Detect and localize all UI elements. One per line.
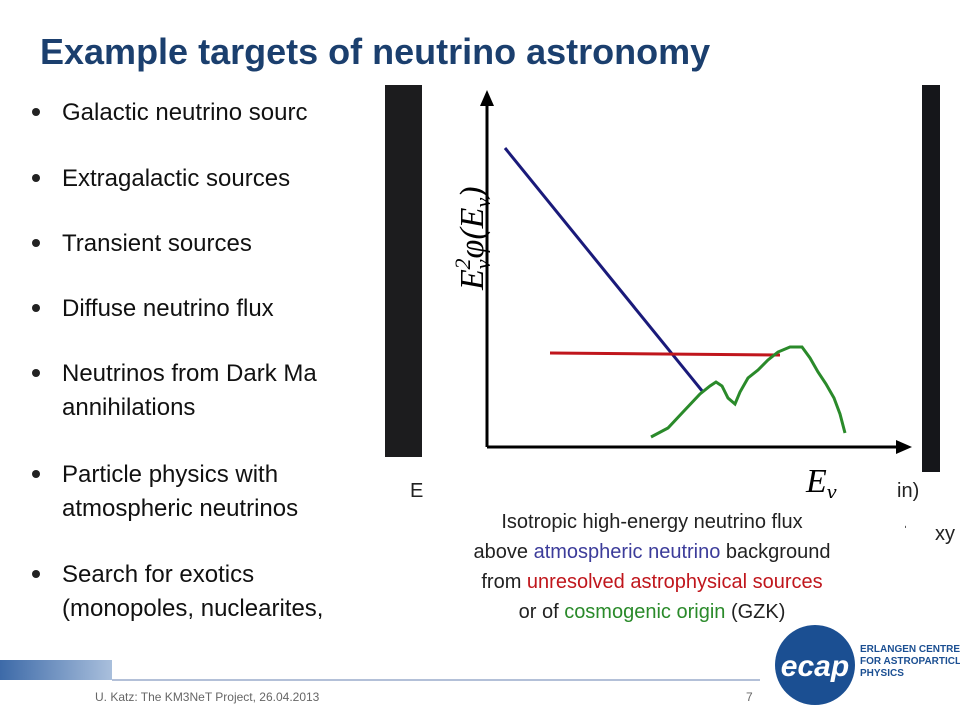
caption-segment: (GZK) — [725, 601, 785, 623]
bullet-text: Galactic neutrino sourc — [62, 99, 307, 126]
bullet-dot — [32, 239, 40, 247]
bullet-dot — [32, 174, 40, 182]
cosmogenic-curve — [650, 345, 847, 439]
hidden-fragment: xy — [935, 523, 955, 545]
math-part: ν — [827, 479, 837, 504]
math-part: E — [454, 269, 491, 291]
caption-segment: Isotropic high-energy neutrino flux — [501, 511, 802, 533]
bullet-text: annihilations — [62, 394, 195, 421]
math-part: E — [805, 463, 827, 500]
math-part: ν — [470, 198, 495, 208]
footer-text: U. Katz: The KM3NeT Project, 26.04.2013 — [95, 690, 320, 704]
plot-panel — [422, 85, 922, 480]
caption-line: Isotropic high-energy neutrino flux — [501, 511, 802, 533]
caption: Isotropic high-energy neutrino flux above… — [474, 511, 831, 623]
x-axis-label: Eν — [805, 463, 837, 504]
caption-line: or of cosmogenic origin (GZK) — [519, 601, 786, 623]
bullet-dot — [32, 470, 40, 478]
page-number: 7 — [746, 690, 753, 704]
caption-segment: background — [720, 541, 830, 563]
caption-segment: atmospheric neutrino — [534, 541, 721, 563]
hidden-fragment: in) — [897, 480, 919, 502]
bullet-text: Transient sources — [62, 230, 252, 257]
caption-line: above atmospheric neutrino background — [474, 541, 831, 563]
logo-line: PHYSICS — [860, 668, 904, 679]
arrow-head — [896, 440, 912, 454]
bullet-text: (monopoles, nuclearites, — [62, 595, 323, 622]
math-part: 2 — [450, 258, 475, 269]
bullet-text: Particle physics with — [62, 461, 278, 488]
bullet-list: Galactic neutrino sourc Extragalactic sou… — [32, 99, 323, 622]
bullet-dot — [32, 108, 40, 116]
caption-segment: or of — [519, 601, 565, 623]
bullet-text: Neutrinos from Dark Ma — [62, 360, 317, 387]
logo-line: FOR ASTROPARTICLE — [860, 656, 960, 667]
math-part: φ(E — [454, 207, 491, 258]
logo-line: ERLANGEN CENTRE — [860, 644, 960, 655]
bullet-text: Diffuse neutrino flux — [62, 295, 274, 322]
astrophysical-curve — [549, 351, 781, 357]
logo-circle — [775, 625, 855, 705]
bullet-dot — [32, 304, 40, 312]
axes — [485, 102, 900, 449]
caption-line: from unresolved astrophysical sources — [481, 571, 822, 593]
hidden-fragment: E — [410, 480, 423, 502]
footer-bar — [0, 660, 112, 680]
math-part: ν — [470, 259, 495, 269]
caption-box — [400, 498, 905, 634]
title: Example targets of neutrino astronomy — [40, 31, 710, 72]
bullet-dot — [32, 369, 40, 377]
caption-segment: cosmogenic origin — [564, 601, 725, 623]
caption-segment: from — [481, 571, 527, 593]
bullet-text: Search for exotics — [62, 561, 254, 588]
atmospheric-curve — [503, 147, 705, 393]
bullet-text: atmospheric neutrinos — [62, 495, 298, 522]
math-part: ) — [454, 186, 491, 199]
y-axis-label: Eν2φ(Eν) — [450, 186, 495, 291]
caption-segment: unresolved astrophysical sources — [527, 571, 823, 593]
bullet-dot — [32, 570, 40, 578]
caption-segment: above — [474, 541, 534, 563]
logo-mark: ecap — [781, 650, 849, 683]
arrow-head — [480, 90, 494, 106]
bullet-text: Extragalactic sources — [62, 165, 290, 192]
